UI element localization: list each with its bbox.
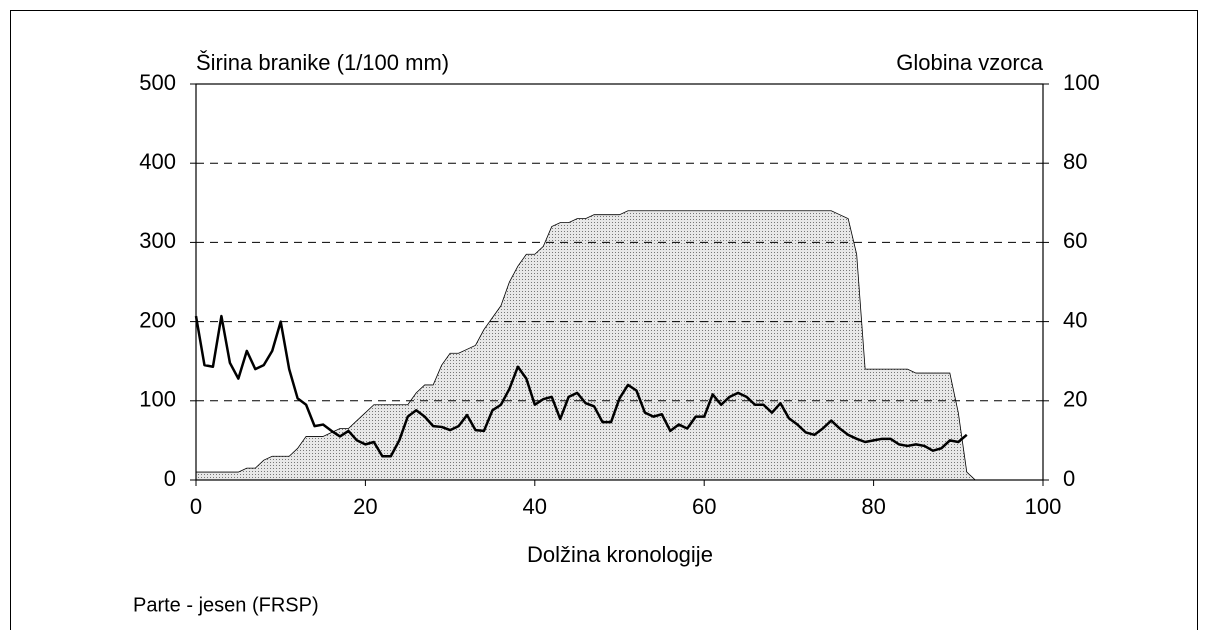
x-tick-label: 40 xyxy=(523,494,547,519)
y2-axis-label: Globina vzorca xyxy=(896,50,1044,75)
depth-area xyxy=(195,210,977,481)
y2-tick-label: 20 xyxy=(1063,387,1087,412)
x-tick-label: 100 xyxy=(1025,494,1062,519)
y-tick-label: 500 xyxy=(139,70,176,95)
x-tick-label: 60 xyxy=(692,494,716,519)
x-tick-label: 0 xyxy=(190,494,202,519)
frame xyxy=(10,10,1198,630)
caption: Parte - jesen (FRSP) xyxy=(133,594,319,616)
y-tick-label: 0 xyxy=(164,466,176,491)
x-tick-label: 80 xyxy=(861,494,885,519)
y2-tick-label: 0 xyxy=(1063,466,1075,491)
width-line xyxy=(194,314,968,458)
y-tick-label: 400 xyxy=(139,149,176,174)
x-axis-label: Dolžina kronologije xyxy=(527,542,713,567)
y2-tick-label: 40 xyxy=(1063,307,1087,332)
y-tick-label: 100 xyxy=(139,387,176,412)
y2-tick-label: 60 xyxy=(1063,228,1087,253)
y-tick-label: 300 xyxy=(139,228,176,253)
plot-frame xyxy=(195,83,1044,481)
y2-tick-label: 100 xyxy=(1063,70,1100,95)
y-tick-label: 200 xyxy=(139,307,176,332)
x-tick-label: 20 xyxy=(353,494,377,519)
y-axis-label: Širina branike (1/100 mm) xyxy=(196,50,449,75)
y2-tick-label: 80 xyxy=(1063,149,1087,174)
